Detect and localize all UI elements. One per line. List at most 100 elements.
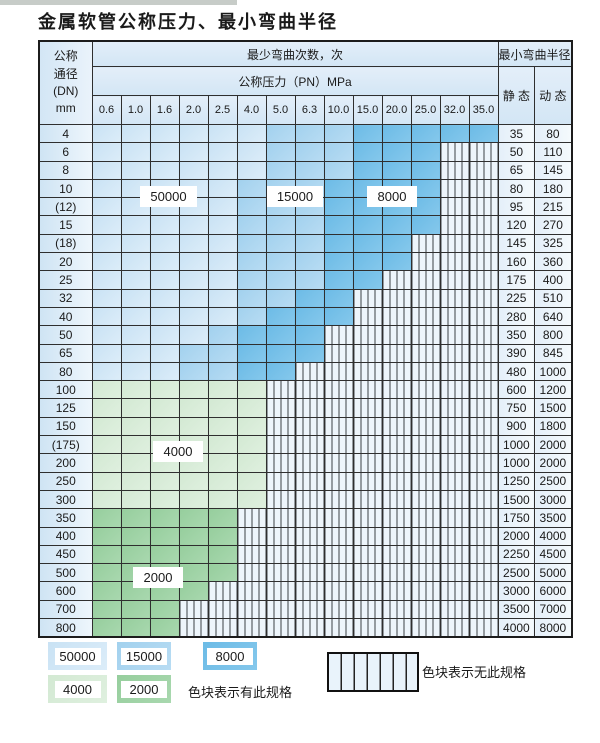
legend-swatch-15000: 15000: [117, 642, 171, 670]
table-row: 400 2000 4000: [38, 526, 573, 546]
dn-cell: 15: [38, 215, 93, 235]
pressure-cell: [149, 416, 180, 437]
dynamic-value-cell: 8000: [534, 618, 573, 638]
pressure-cell: [468, 361, 499, 382]
pressure-cell: [468, 270, 499, 290]
pressure-cell: [178, 123, 209, 144]
pressure-cell: [294, 544, 325, 565]
pressure-cell: [352, 544, 383, 565]
pressure-cell: [236, 581, 267, 601]
pressure-cell: [236, 599, 267, 620]
pressure-cell: [178, 252, 209, 272]
pressure-cell: [468, 325, 499, 345]
pressure-value-header: 6.3: [294, 95, 325, 125]
dynamic-value-cell: 3000: [534, 489, 573, 510]
pressure-cell: [323, 270, 354, 290]
pressure-cell: [265, 343, 296, 363]
dynamic-value-cell: 80: [534, 123, 573, 144]
pressure-cell: [381, 618, 412, 638]
pressure-cell: [149, 252, 180, 272]
pressure-cell: [91, 526, 122, 546]
pressure-cell: [352, 398, 383, 418]
pressure-cell: [265, 325, 296, 345]
dn-cell: 700: [38, 599, 93, 620]
dynamic-value-cell: 400: [534, 270, 573, 290]
pressure-cell: [381, 343, 412, 363]
pressure-cell: [236, 508, 267, 528]
pressure-cell: [468, 233, 499, 254]
legend-swatch-value: 15000: [121, 647, 167, 665]
pressure-cell: [265, 471, 296, 491]
pressure-value-header: 1.6: [149, 95, 180, 125]
pressure-cell: [207, 160, 238, 180]
pressure-cell: [91, 306, 122, 327]
pressure-cell: [468, 618, 499, 638]
dn-cell: 25: [38, 270, 93, 290]
pressure-cell: [352, 270, 383, 290]
dn-cell: 500: [38, 563, 93, 583]
has-spec-label: 色块表示有此规格: [188, 685, 293, 700]
pressure-cell: [323, 215, 354, 235]
pressure-cell: [381, 380, 412, 400]
pressure-cell: [207, 233, 238, 254]
static-value-cell: 3500: [497, 599, 536, 620]
table-row: 6 50 110: [38, 142, 573, 162]
static-value-cell: 2250: [497, 544, 536, 565]
pressure-cell: [265, 270, 296, 290]
pressure-cell: [178, 471, 209, 491]
pressure-cell: [120, 233, 151, 254]
table-row: 8 65 145: [38, 160, 573, 180]
pressure-cell: [149, 288, 180, 308]
static-value-cell: 1250: [497, 471, 536, 491]
pressure-cell: [265, 123, 296, 144]
pressure-cell: [149, 123, 180, 144]
pressure-cell: [468, 599, 499, 620]
pressure-cell: [236, 618, 267, 638]
pressure-cell: [439, 398, 470, 418]
pressure-cell: [410, 435, 441, 455]
dynamic-value-cell: 845: [534, 343, 573, 363]
pressure-cell: [236, 325, 267, 345]
table-row: 800 4000 8000: [38, 618, 573, 638]
pressure-cell: [207, 380, 238, 400]
pressure-cell: [149, 270, 180, 290]
pressure-cell: [410, 508, 441, 528]
pressure-cell: [439, 544, 470, 565]
pressure-cell: [149, 618, 180, 638]
pressure-cell: [178, 398, 209, 418]
static-header: 静 态: [497, 66, 536, 125]
pressure-cell: [265, 544, 296, 565]
pressure-cell: [323, 526, 354, 546]
pressure-cell: [178, 380, 209, 400]
dn-cell: 350: [38, 508, 93, 528]
pressure-cell: [265, 398, 296, 418]
dn-header-line: mm: [55, 101, 76, 116]
pressure-value-header: 2.5: [207, 95, 238, 125]
legend-swatch-value: 50000: [54, 647, 101, 665]
pressure-cell: [323, 160, 354, 180]
legend-swatch-value: 8000: [207, 647, 253, 665]
pressure-cell: [439, 380, 470, 400]
pressure-cell: [439, 160, 470, 180]
dn-cell: 4: [38, 123, 93, 144]
dn-cell: 65: [38, 343, 93, 363]
pressure-cell: [149, 325, 180, 345]
pressure-cell: [236, 361, 267, 382]
static-value-cell: 4000: [497, 618, 536, 638]
pressure-cell: [410, 599, 441, 620]
pressure-cell: [294, 599, 325, 620]
pressure-cell: [265, 618, 296, 638]
pressure-cell: [468, 581, 499, 601]
dynamic-value-cell: 1800: [534, 416, 573, 437]
table-row: 25 175 400: [38, 270, 573, 290]
pressure-cell: [207, 581, 238, 601]
zone-label-15000: 15000: [267, 186, 323, 207]
table-row: 200 1000 2000: [38, 453, 573, 473]
dynamic-value-cell: 215: [534, 197, 573, 217]
pressure-cell: [294, 471, 325, 491]
table-row: 4 35 80: [38, 123, 573, 144]
pressure-cell: [207, 471, 238, 491]
pressure-value-header: 0.6: [91, 95, 122, 125]
pressure-cell: [410, 252, 441, 272]
pressure-cell: [178, 233, 209, 254]
